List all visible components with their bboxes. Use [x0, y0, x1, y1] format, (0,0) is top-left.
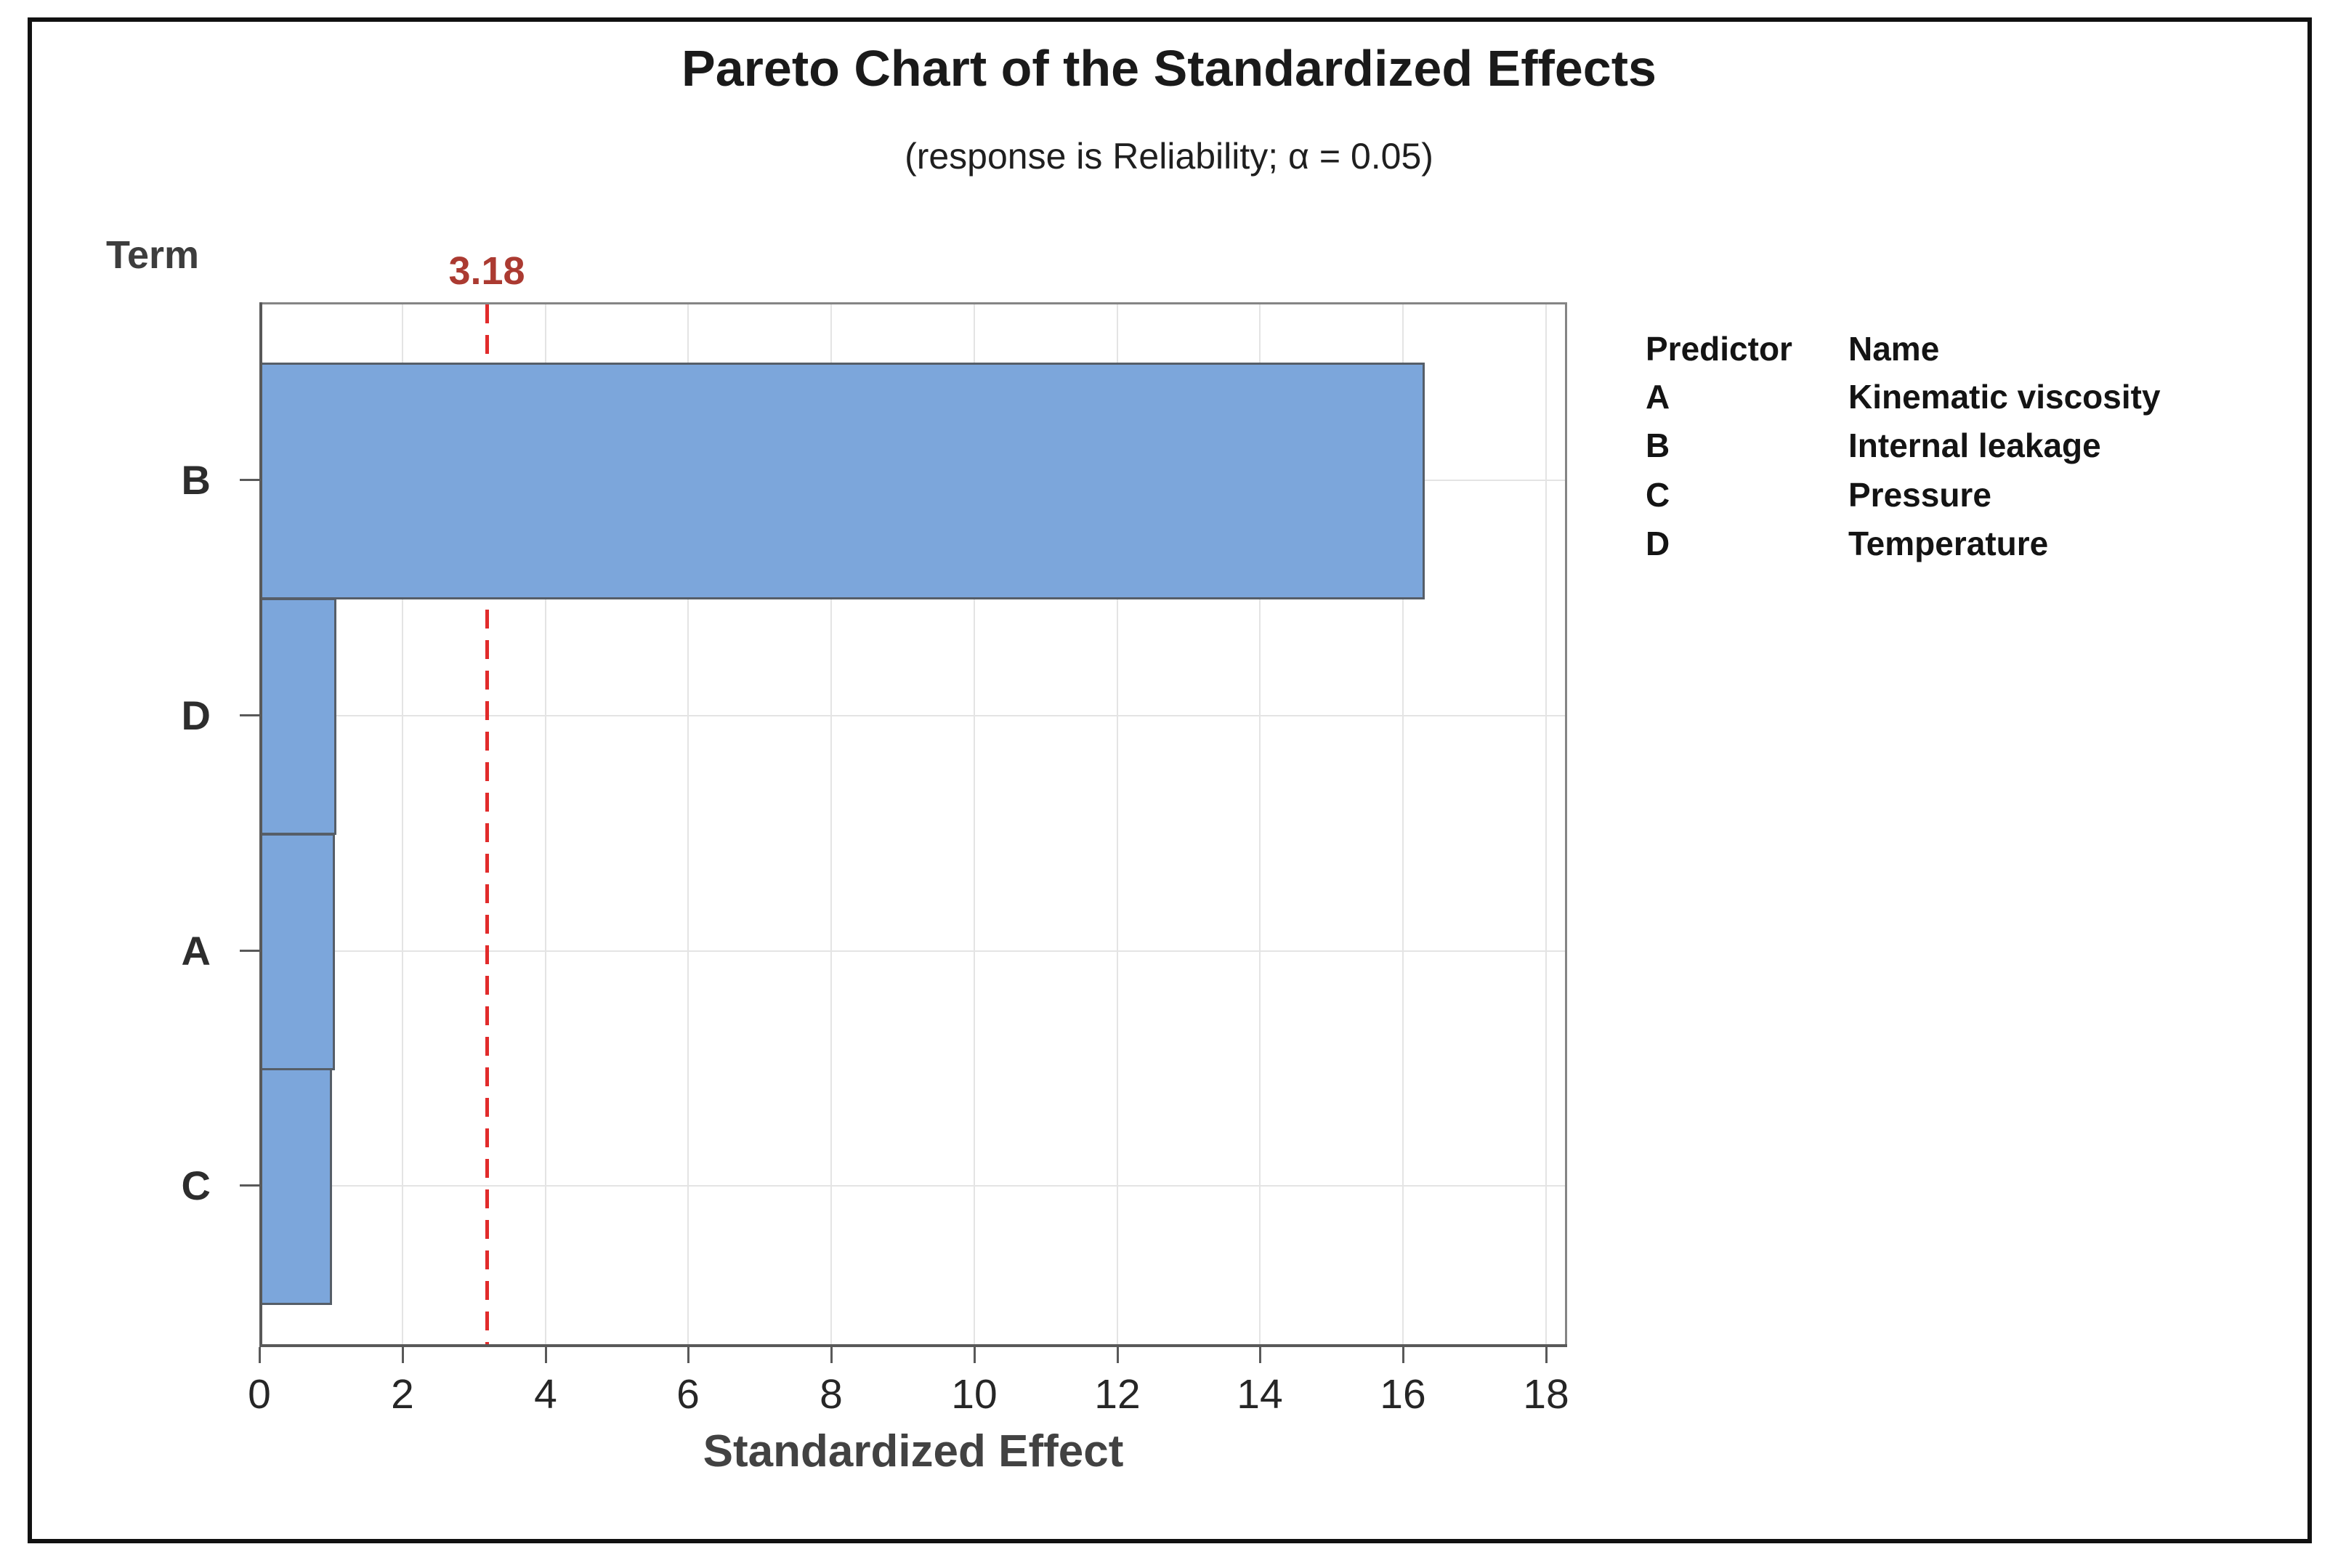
legend-name: Kinematic viscosity — [1848, 378, 2161, 416]
x-axis-title: Standardized Effect — [703, 1426, 1124, 1476]
y-axis-title-term: Term — [106, 233, 200, 277]
x-tick-label: 10 — [951, 1371, 998, 1418]
bar-B — [259, 363, 1425, 599]
legend-predictor: B — [1646, 427, 1670, 464]
x-tick-mark — [402, 1347, 404, 1363]
legend-predictor: C — [1646, 476, 1670, 514]
grid-line-horizontal — [262, 950, 1565, 952]
grid-line-vertical — [974, 304, 975, 1344]
x-tick-mark — [1259, 1347, 1261, 1363]
bar-D — [259, 598, 336, 835]
legend-name: Internal leakage — [1848, 427, 2101, 464]
x-tick-mark — [974, 1347, 976, 1363]
plot-frame-top — [259, 302, 1567, 304]
y-category-label: C — [181, 1163, 211, 1208]
x-tick-label: 4 — [534, 1371, 557, 1418]
grid-line-vertical — [1117, 304, 1118, 1344]
legend-predictor: D — [1646, 525, 1670, 562]
x-tick-label: 18 — [1523, 1371, 1569, 1418]
grid-line-vertical — [1545, 304, 1547, 1344]
grid-line-vertical — [687, 304, 689, 1344]
x-tick-label: 12 — [1094, 1371, 1141, 1418]
reference-line-label: 3.18 — [448, 249, 525, 293]
y-tick-mark — [240, 950, 259, 952]
x-tick-mark — [1402, 1347, 1404, 1363]
y-axis-line — [259, 302, 262, 1347]
y-category-label: A — [181, 928, 211, 974]
chart-subtitle: (response is Reliability; α = 0.05) — [905, 136, 1433, 177]
grid-line-vertical — [830, 304, 832, 1344]
x-tick-label: 6 — [676, 1371, 700, 1418]
legend-predictor: A — [1646, 378, 1670, 416]
bar-C — [259, 1068, 332, 1305]
chart-title: Pareto Chart of the Standardized Effects — [681, 40, 1657, 97]
y-tick-mark — [240, 714, 259, 716]
y-category-label: D — [181, 692, 211, 738]
outer-border — [28, 17, 2312, 1543]
y-tick-mark — [240, 1184, 259, 1187]
x-tick-mark — [259, 1347, 261, 1363]
grid-line-vertical — [545, 304, 546, 1344]
legend-row: D Temperature — [1646, 523, 2299, 564]
grid-line-horizontal — [262, 1185, 1565, 1187]
legend-row: A Kinematic viscosity — [1646, 376, 2299, 417]
grid-line-vertical — [1402, 304, 1404, 1344]
x-tick-mark — [1545, 1347, 1548, 1363]
x-tick-mark — [687, 1347, 689, 1363]
legend-header-predictor: Predictor — [1646, 330, 1792, 368]
x-tick-label: 16 — [1380, 1371, 1426, 1418]
reference-line — [485, 304, 489, 1344]
grid-line-vertical — [1259, 304, 1261, 1344]
x-tick-label: 2 — [391, 1371, 414, 1418]
legend-row: B Internal leakage — [1646, 425, 2299, 466]
legend-row: C Pressure — [1646, 474, 2299, 515]
x-tick-mark — [1117, 1347, 1119, 1363]
bar-A — [259, 833, 335, 1070]
x-tick-mark — [830, 1347, 833, 1363]
grid-line-horizontal — [262, 715, 1565, 716]
y-tick-mark — [240, 479, 259, 481]
x-tick-label: 0 — [248, 1371, 271, 1418]
plot-frame-right — [1565, 302, 1567, 1347]
x-tick-label: 14 — [1237, 1371, 1283, 1418]
grid-line-vertical — [402, 304, 403, 1344]
legend-name: Temperature — [1848, 525, 2049, 562]
plot-area — [259, 302, 1567, 1363]
legend-header-name: Name — [1848, 330, 1940, 368]
x-tick-label: 8 — [820, 1371, 843, 1418]
legend-table: Predictor Name A Kinematic viscosity B Inte… — [1646, 328, 2299, 634]
x-axis-line — [259, 1344, 1567, 1347]
x-tick-mark — [545, 1347, 547, 1363]
legend-name: Pressure — [1848, 476, 1991, 514]
y-category-label: B — [181, 457, 211, 503]
